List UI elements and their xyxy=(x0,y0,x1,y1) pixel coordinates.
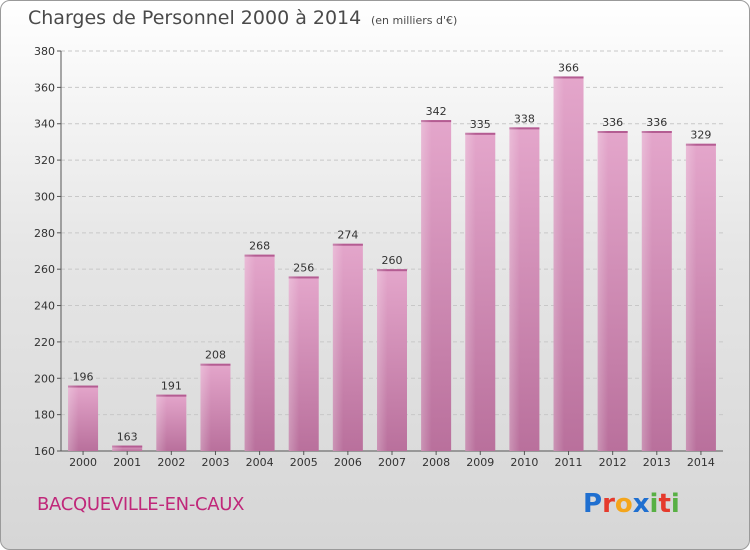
y-tick-label: 260 xyxy=(34,263,55,276)
data-label-2014: 329 xyxy=(690,129,711,142)
y-tick-label: 320 xyxy=(34,154,55,167)
bar-highlight xyxy=(112,445,123,451)
logo-letter: r xyxy=(602,489,615,519)
bar-top-2008 xyxy=(421,120,452,123)
data-label-2011: 366 xyxy=(558,61,579,74)
bar-top-2014 xyxy=(685,143,716,146)
data-label-2013: 336 xyxy=(646,116,667,129)
x-tick-label-2003: 2003 xyxy=(201,456,229,469)
bar-highlight xyxy=(641,131,653,451)
bar-highlight xyxy=(377,269,388,451)
x-tick-label-2012: 2012 xyxy=(599,456,627,469)
y-tick-label: 340 xyxy=(34,118,55,131)
x-tick-label-2006: 2006 xyxy=(334,456,362,469)
bar-highlight xyxy=(68,385,79,451)
bar-top-2000 xyxy=(68,385,99,388)
logo-letter: P xyxy=(583,489,603,519)
bar-highlight xyxy=(288,276,300,451)
x-tick-label-2009: 2009 xyxy=(466,456,494,469)
logo-letter: x xyxy=(632,489,650,519)
bar-highlight xyxy=(553,76,565,452)
x-tick-label-2004: 2004 xyxy=(246,456,274,469)
bar-top-2001 xyxy=(112,445,143,448)
x-tick-label-2011: 2011 xyxy=(555,456,583,469)
bar-highlight xyxy=(244,254,256,451)
data-label-2001: 163 xyxy=(117,431,138,444)
chart-unit: (en milliers d'€) xyxy=(371,14,458,27)
data-label-2007: 260 xyxy=(382,254,403,267)
bar-top-2006 xyxy=(332,243,363,246)
x-tick-label-2002: 2002 xyxy=(157,456,185,469)
logo-letter: i xyxy=(670,489,680,519)
data-label-2005: 256 xyxy=(293,261,314,274)
bar-highlight xyxy=(685,143,697,451)
bar-highlight xyxy=(156,394,167,451)
data-label-2006: 274 xyxy=(337,229,358,242)
data-label-2009: 335 xyxy=(470,118,491,131)
bar-2001 xyxy=(112,445,143,451)
bar-highlight xyxy=(509,127,520,451)
bar-highlight xyxy=(597,131,609,451)
data-label-2002: 191 xyxy=(161,380,182,393)
bar-top-2004 xyxy=(244,254,275,257)
bars xyxy=(68,76,716,452)
bar-top-2007 xyxy=(377,269,407,272)
logo-letter: o xyxy=(614,489,633,519)
x-tick-label-2014: 2014 xyxy=(687,456,715,469)
bar-top-2009 xyxy=(465,132,496,135)
data-label-2003: 208 xyxy=(205,349,226,362)
y-tick-label: 240 xyxy=(34,300,55,313)
y-tick-label: 160 xyxy=(34,445,55,458)
x-tick-label-2010: 2010 xyxy=(510,456,538,469)
labels: 196 163 191 208 268 256 274 260 342 335 338 366 336 3… xyxy=(73,61,712,443)
bar-top-2003 xyxy=(200,363,231,366)
y-tick-label: 360 xyxy=(34,81,55,94)
bar-highlight xyxy=(465,132,476,451)
bar-highlight xyxy=(332,243,344,451)
bar-top-2002 xyxy=(156,394,187,397)
bar-highlight xyxy=(200,363,211,451)
y-tick-label: 280 xyxy=(34,227,55,240)
chart-title: Charges de Personnel 2000 à 2014 xyxy=(28,7,362,29)
bar-highlight xyxy=(421,120,432,451)
y-tick-label: 200 xyxy=(34,372,55,385)
bar-top-2010 xyxy=(509,127,540,130)
bar-top-2012 xyxy=(597,131,628,133)
data-label-2004: 268 xyxy=(249,240,270,253)
town-name: BACQUEVILLE-EN-CAUX xyxy=(37,494,245,515)
y-tick-label: 220 xyxy=(34,336,55,349)
data-label-2000: 196 xyxy=(73,371,94,384)
y-tick-label: 180 xyxy=(34,409,55,422)
x-tick-label-2001: 2001 xyxy=(113,456,141,469)
bar-top-2011 xyxy=(553,76,584,79)
proxiti-logo: Proxiti xyxy=(583,489,680,519)
x-tick-label-2013: 2013 xyxy=(643,456,671,469)
data-label-2010: 338 xyxy=(514,112,535,125)
x-tick-label-2008: 2008 xyxy=(422,456,450,469)
x-tick-label-2007: 2007 xyxy=(378,456,406,469)
bar-top-2013 xyxy=(641,131,672,133)
y-tick-label: 300 xyxy=(34,190,55,203)
x-tick-label-2005: 2005 xyxy=(290,456,318,469)
data-label-2008: 342 xyxy=(426,105,447,118)
logo-letter: t xyxy=(658,489,671,519)
y-tick-label: 380 xyxy=(34,45,55,58)
bar-top-2005 xyxy=(288,276,319,279)
x-tick-label-2000: 2000 xyxy=(69,456,97,469)
logo-letter: i xyxy=(649,489,659,519)
data-label-2012: 336 xyxy=(602,116,623,129)
